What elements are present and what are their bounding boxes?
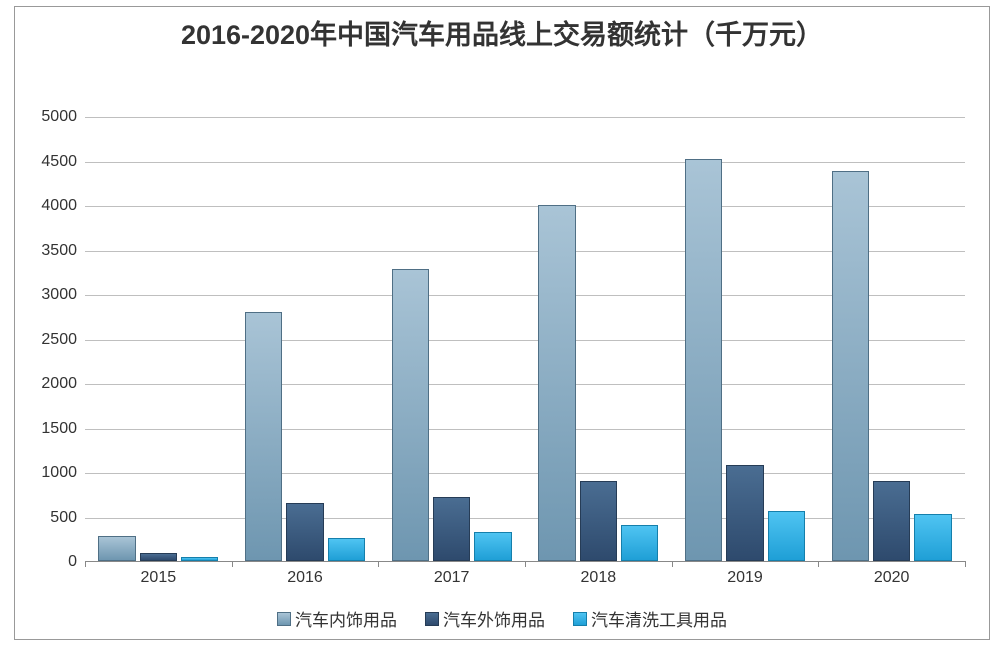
- category-group: 2020: [818, 117, 965, 561]
- y-tick-label: 4500: [41, 153, 85, 171]
- bar: [140, 553, 177, 561]
- legend-swatch: [277, 612, 291, 626]
- x-tick-mark: [672, 561, 673, 567]
- x-tick-mark: [232, 561, 233, 567]
- x-tick-mark: [818, 561, 819, 567]
- bar: [621, 525, 658, 561]
- bar: [832, 171, 869, 561]
- y-tick-label: 500: [50, 509, 85, 527]
- category-group: 2017: [378, 117, 525, 561]
- legend-swatch: [425, 612, 439, 626]
- y-tick-label: 5000: [41, 108, 85, 126]
- x-tick-mark: [525, 561, 526, 567]
- x-tick-label: 2017: [434, 561, 470, 587]
- x-tick-label: 2019: [727, 561, 763, 587]
- x-tick-mark: [965, 561, 966, 567]
- y-tick-label: 2000: [41, 375, 85, 393]
- bar: [914, 514, 951, 561]
- x-tick-label: 2016: [287, 561, 323, 587]
- legend: 汽车内饰用品 汽车外饰用品 汽车清洗工具用品: [15, 606, 989, 631]
- legend-swatch: [573, 612, 587, 626]
- legend-label: 汽车清洗工具用品: [591, 611, 727, 630]
- bar: [98, 536, 135, 561]
- bar: [245, 312, 282, 561]
- y-tick-label: 1500: [41, 420, 85, 438]
- plot-area: 0500100015002000250030003500400045005000…: [85, 117, 965, 562]
- x-tick-label: 2018: [581, 561, 617, 587]
- x-tick-mark: [85, 561, 86, 567]
- bar: [181, 557, 218, 561]
- x-tick-label: 2020: [874, 561, 910, 587]
- y-tick-label: 2500: [41, 331, 85, 349]
- bar: [474, 532, 511, 561]
- legend-item: 汽车清洗工具用品: [573, 606, 727, 631]
- category-group: 2016: [232, 117, 379, 561]
- y-tick-label: 4000: [41, 197, 85, 215]
- category-group: 2015: [85, 117, 232, 561]
- bar: [580, 481, 617, 561]
- legend-label: 汽车外饰用品: [443, 611, 545, 630]
- bar: [873, 481, 910, 561]
- x-tick-mark: [378, 561, 379, 567]
- bar: [433, 497, 470, 561]
- bar: [392, 269, 429, 561]
- category-group: 2018: [525, 117, 672, 561]
- bar: [726, 465, 763, 561]
- chart-title: 2016-2020年中国汽车用品线上交易额统计（千万元）: [15, 17, 989, 53]
- legend-label: 汽车内饰用品: [295, 611, 397, 630]
- bar: [685, 159, 722, 561]
- category-group: 2019: [672, 117, 819, 561]
- y-tick-label: 0: [68, 553, 85, 571]
- x-tick-label: 2015: [141, 561, 177, 587]
- legend-item: 汽车外饰用品: [425, 606, 545, 631]
- bar: [538, 205, 575, 561]
- bar: [328, 538, 365, 561]
- bar: [768, 511, 805, 561]
- bar: [286, 503, 323, 561]
- chart-container: 2016-2020年中国汽车用品线上交易额统计（千万元） 05001000150…: [14, 6, 990, 640]
- y-tick-label: 1000: [41, 464, 85, 482]
- y-tick-label: 3000: [41, 286, 85, 304]
- y-tick-label: 3500: [41, 242, 85, 260]
- legend-item: 汽车内饰用品: [277, 606, 397, 631]
